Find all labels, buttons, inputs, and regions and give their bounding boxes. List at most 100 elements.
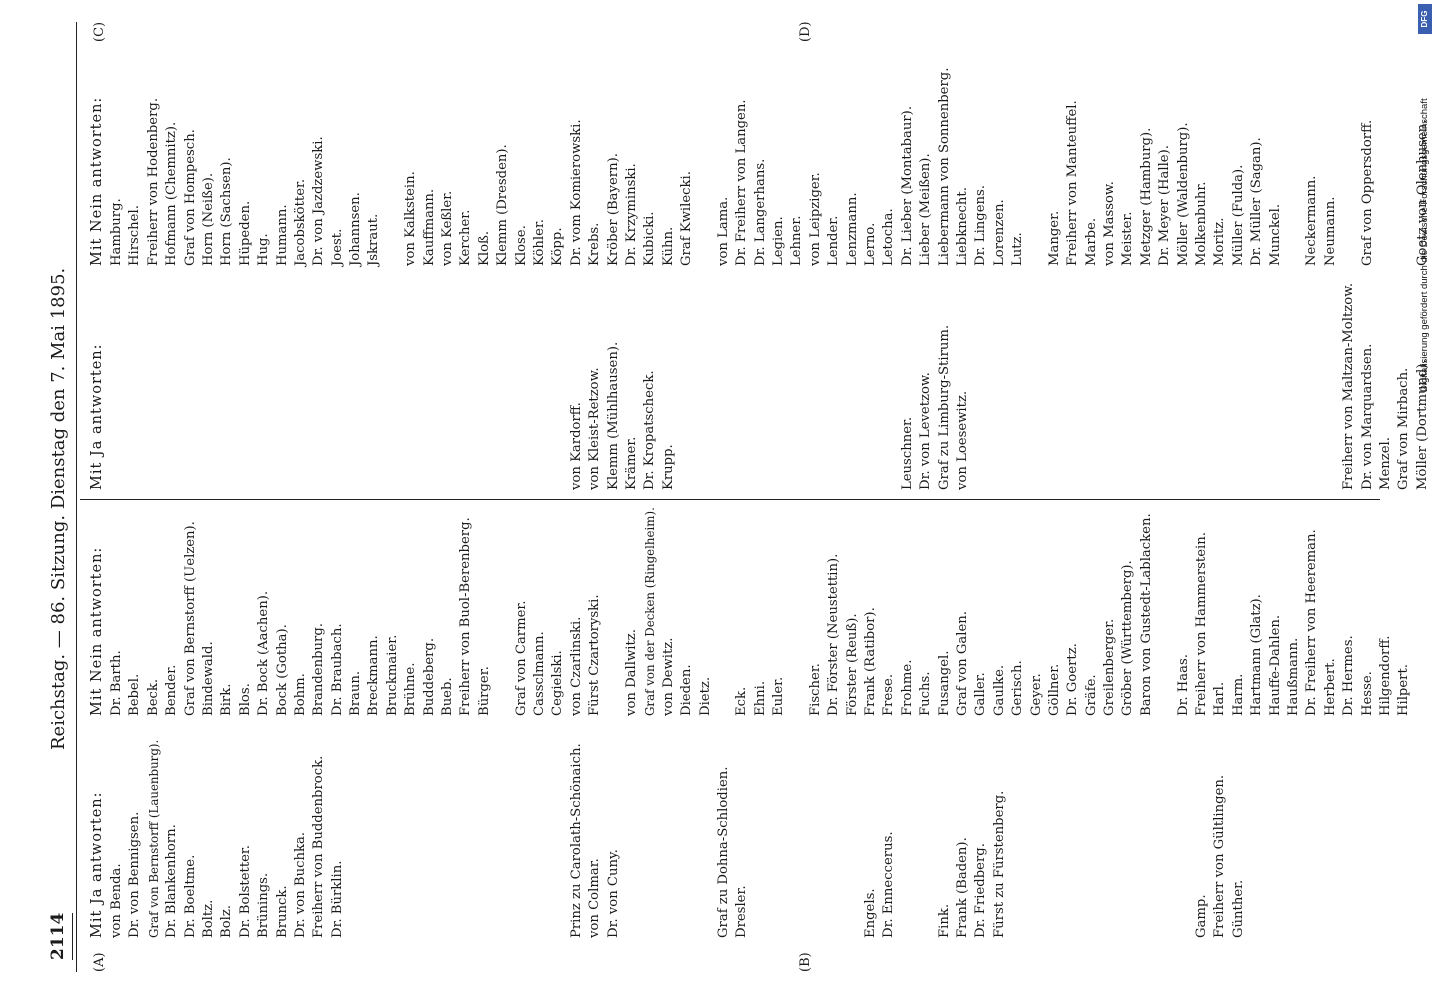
list-spacer xyxy=(1340,726,1358,938)
list-item: Meister. xyxy=(1120,211,1136,266)
list-spacer xyxy=(310,283,328,490)
list-spacer xyxy=(1028,283,1046,490)
column-heading: Mit Nein antworten: xyxy=(89,546,105,716)
list-spacer xyxy=(1064,726,1082,938)
list-item: Moritz. xyxy=(1212,217,1228,266)
list-spacer xyxy=(899,726,917,938)
list-spacer xyxy=(697,68,715,266)
list-item: Horn (Sachsen). xyxy=(219,157,235,266)
list-spacer xyxy=(917,726,935,938)
list-item: von Kalkstein. xyxy=(403,171,419,266)
list-spacer xyxy=(457,283,475,490)
list-spacer xyxy=(1322,283,1340,490)
list-spacer xyxy=(1414,726,1432,938)
list-spacer xyxy=(457,726,475,938)
list-item: von Massow. xyxy=(1102,181,1118,266)
list-spacer xyxy=(218,283,236,490)
list-item: Fuchs. xyxy=(918,671,934,716)
list-spacer xyxy=(513,726,531,938)
list-spacer xyxy=(421,283,439,490)
column-yes-left: Mit Ja antworten: von Benda. Dr. von Benn… xyxy=(88,726,1432,938)
list-item: Dr. von Jazdzewski. xyxy=(311,136,327,266)
list-spacer xyxy=(825,726,843,938)
list-spacer xyxy=(1248,283,1266,490)
list-item: Brühne. xyxy=(403,662,419,716)
margin-mark-b: (B) xyxy=(798,952,813,972)
list-item: Dr. Blankenhorn. xyxy=(164,824,180,938)
list-item: Jskraut. xyxy=(366,213,382,266)
list-spacer xyxy=(697,283,715,490)
column-no-left: Mit Nein antworten: Dr. Barth. Bebel. Beck… xyxy=(88,507,1414,716)
list-spacer xyxy=(329,283,347,490)
list-item: Lenzmann. xyxy=(844,192,860,266)
list-spacer xyxy=(1377,726,1395,938)
list-item: Dr. Friedberg. xyxy=(973,843,989,938)
list-item: Munckel. xyxy=(1267,203,1283,266)
list-spacer xyxy=(421,726,439,938)
list-spacer xyxy=(347,283,365,490)
margin-mark-c: (C) xyxy=(92,21,107,42)
list-item: Kauffmann. xyxy=(421,188,437,266)
list-item: Metzger (Hamburg). xyxy=(1138,127,1154,266)
list-item: Dr. von Bennigsen. xyxy=(127,811,143,938)
list-item: Bindewald. xyxy=(200,641,216,716)
list-spacer xyxy=(623,726,641,938)
list-spacer xyxy=(1267,726,1285,938)
list-spacer xyxy=(1009,726,1027,938)
list-item: Lutz. xyxy=(1010,232,1026,266)
list-item: Freiherr von Buol-Berenberg. xyxy=(458,517,474,716)
list-item: Graf von Galen. xyxy=(954,611,970,716)
list-item: Engels. xyxy=(863,888,879,938)
list-spacer xyxy=(1101,726,1119,938)
list-spacer xyxy=(347,726,365,938)
list-item: Herbert. xyxy=(1322,658,1338,716)
list-item: Krämer. xyxy=(623,436,639,490)
list-item: Neckermann. xyxy=(1304,175,1320,266)
list-spacer xyxy=(1285,283,1303,490)
list-item: Dr. Lieber (Montabaur). xyxy=(899,105,915,266)
page-number: 2114 xyxy=(48,912,73,960)
list-spacer xyxy=(1340,68,1358,266)
list-item: Dr. Förster (Neustettin). xyxy=(826,553,842,716)
list-item: Buddeberg. xyxy=(421,637,437,716)
list-item: Freiherr von Hodenberg. xyxy=(145,97,161,266)
list-spacer xyxy=(200,283,218,490)
list-item: Fink. xyxy=(936,903,952,938)
list-item: von Kleist-Retzow. xyxy=(587,367,603,490)
list-item: Freiherr von Maltzan-Moltzow. xyxy=(1341,282,1357,490)
list-spacer xyxy=(549,283,567,490)
list-spacer xyxy=(384,68,402,266)
list-item: von Leipziger. xyxy=(807,172,823,266)
list-item: Bürger. xyxy=(476,666,492,716)
list-item: Kercher. xyxy=(458,209,474,266)
list-spacer xyxy=(1303,726,1321,938)
list-spacer xyxy=(697,726,715,938)
list-item: Baron von Gustedt-Lablacken. xyxy=(1138,513,1154,716)
list-spacer xyxy=(549,726,567,938)
list-spacer xyxy=(972,283,990,490)
list-spacer xyxy=(237,283,255,490)
list-item: Hamburg. xyxy=(109,198,124,266)
list-item: Freiherr von Hammerstein. xyxy=(1194,532,1210,716)
list-item: Dr. Freiherr von Heereman. xyxy=(1304,529,1320,716)
list-item: Dr. von Cuny. xyxy=(605,849,621,938)
list-item: Graf zu Limburg-Stirum. xyxy=(936,324,952,490)
list-item: Graf von Bernstorff (Lauenburg). xyxy=(146,739,161,938)
list-item: Molkenbuhr. xyxy=(1194,181,1210,266)
list-item: Hilpert. xyxy=(1396,664,1412,716)
list-item: Humann. xyxy=(274,204,290,266)
list-item: Dr. Boeltme. xyxy=(182,854,198,938)
list-item: von Colmar. xyxy=(587,858,603,938)
list-spacer xyxy=(752,283,770,490)
list-item: Bender. xyxy=(164,664,180,716)
list-item: Manger. xyxy=(1046,210,1062,266)
list-item: Legien. xyxy=(771,216,787,266)
list-spacer xyxy=(788,726,806,938)
list-spacer xyxy=(1028,726,1046,938)
list-item: Lerno. xyxy=(863,222,879,266)
list-spacer xyxy=(513,283,531,490)
list-item: Klemm (Mühlhausen). xyxy=(605,341,621,490)
list-item: Lehner. xyxy=(789,215,805,266)
list-item: Graf von der Decken (Ringelheim). xyxy=(643,507,658,716)
list-item: Letocha. xyxy=(881,208,897,266)
